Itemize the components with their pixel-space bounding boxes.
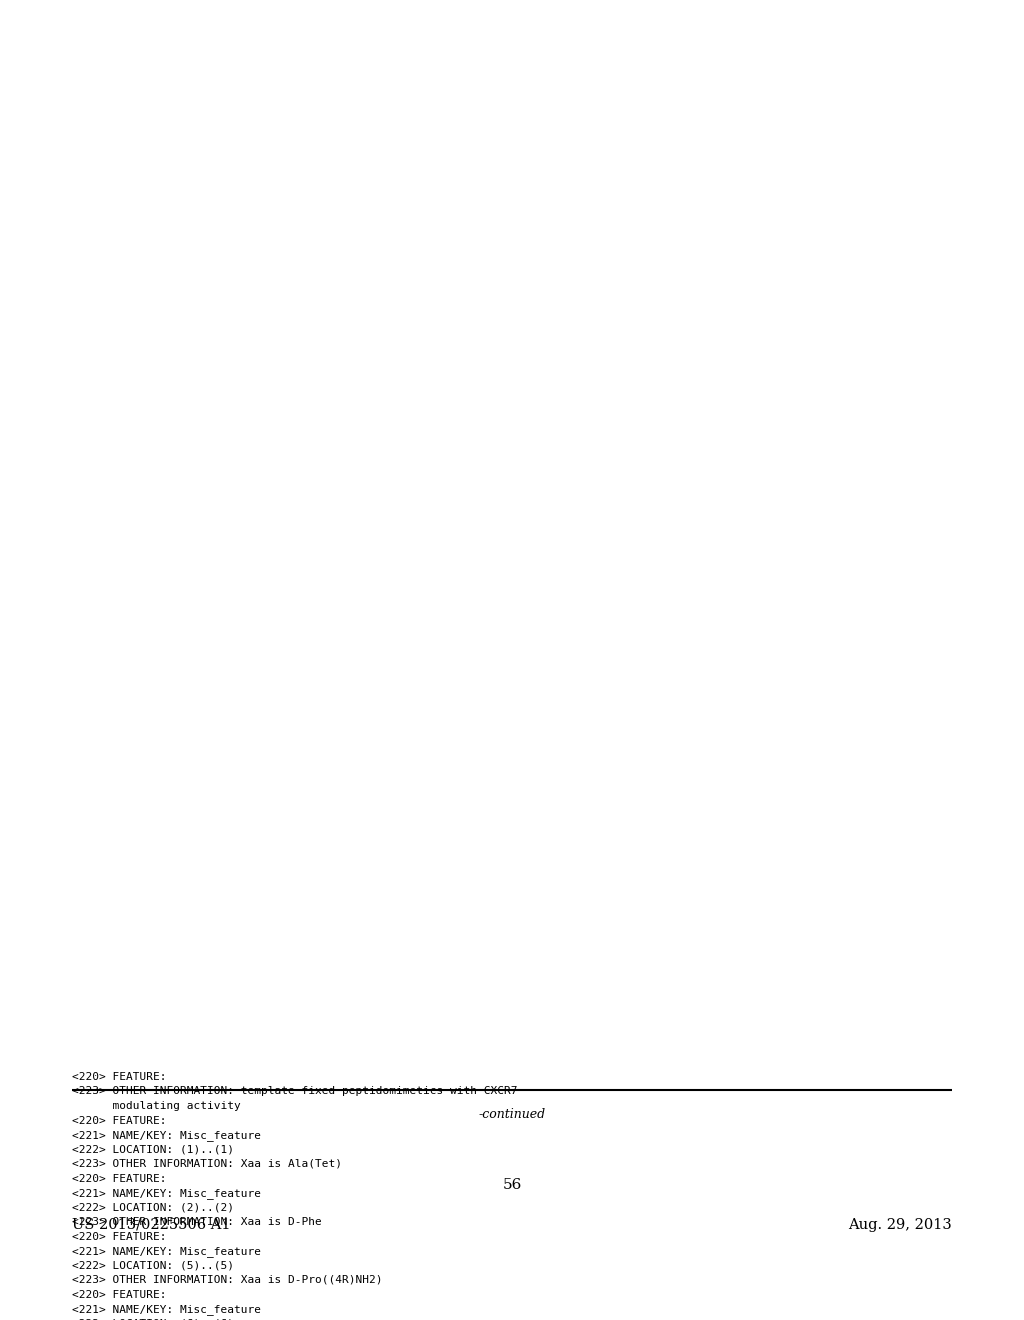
Text: modulating activity: modulating activity bbox=[72, 1101, 241, 1111]
Text: <220> FEATURE:: <220> FEATURE: bbox=[72, 1173, 167, 1184]
Text: 56: 56 bbox=[503, 1177, 521, 1192]
Text: <222> LOCATION: (2)..(2): <222> LOCATION: (2)..(2) bbox=[72, 1203, 234, 1213]
Text: <220> FEATURE:: <220> FEATURE: bbox=[72, 1232, 167, 1242]
Text: <220> FEATURE:: <220> FEATURE: bbox=[72, 1290, 167, 1299]
Text: <222> LOCATION: (6)..(6): <222> LOCATION: (6)..(6) bbox=[72, 1319, 234, 1320]
Text: <221> NAME/KEY: Misc_feature: <221> NAME/KEY: Misc_feature bbox=[72, 1304, 261, 1315]
Text: <223> OTHER INFORMATION: Xaa is D-Pro((4R)NH2): <223> OTHER INFORMATION: Xaa is D-Pro((4… bbox=[72, 1275, 383, 1284]
Text: Aug. 29, 2013: Aug. 29, 2013 bbox=[848, 1218, 952, 1232]
Text: US 2013/0225506 A1: US 2013/0225506 A1 bbox=[72, 1218, 230, 1232]
Text: <223> OTHER INFORMATION: Xaa is D-Phe: <223> OTHER INFORMATION: Xaa is D-Phe bbox=[72, 1217, 322, 1228]
Text: <220> FEATURE:: <220> FEATURE: bbox=[72, 1115, 167, 1126]
Text: <222> LOCATION: (1)..(1): <222> LOCATION: (1)..(1) bbox=[72, 1144, 234, 1155]
Text: -continued: -continued bbox=[478, 1107, 546, 1121]
Text: <223> OTHER INFORMATION: Xaa is Ala(Tet): <223> OTHER INFORMATION: Xaa is Ala(Tet) bbox=[72, 1159, 342, 1170]
Text: <220> FEATURE:: <220> FEATURE: bbox=[72, 1072, 167, 1082]
Text: <221> NAME/KEY: Misc_feature: <221> NAME/KEY: Misc_feature bbox=[72, 1188, 261, 1199]
Text: <221> NAME/KEY: Misc_feature: <221> NAME/KEY: Misc_feature bbox=[72, 1246, 261, 1257]
Text: <223> OTHER INFORMATION: template fixed peptidomimetics with CXCR7: <223> OTHER INFORMATION: template fixed … bbox=[72, 1086, 517, 1097]
Text: <222> LOCATION: (5)..(5): <222> LOCATION: (5)..(5) bbox=[72, 1261, 234, 1270]
Text: <221> NAME/KEY: Misc_feature: <221> NAME/KEY: Misc_feature bbox=[72, 1130, 261, 1140]
